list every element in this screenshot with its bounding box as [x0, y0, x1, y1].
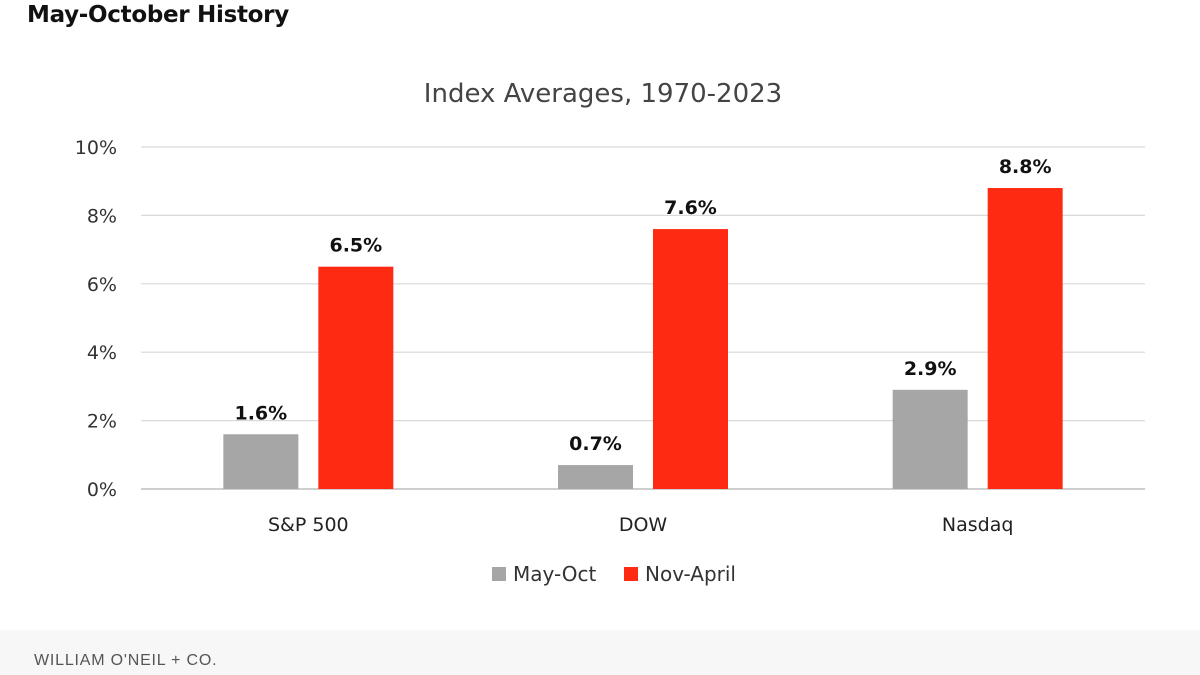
legend-swatch — [492, 567, 506, 581]
page-title: May-October History — [27, 2, 289, 28]
y-axis-ticks: 0% 2% 4% 6% 8% 10% — [75, 137, 117, 501]
bar — [653, 229, 728, 489]
bar-chart: Index Averages, 1970-2023 0% 2% 4% 6% 8% 10% … — [75, 79, 1145, 586]
bar — [892, 389, 968, 489]
x-axis-categories: S&P 500 DOW Nasdaq — [268, 514, 1013, 536]
bars — [223, 188, 1063, 490]
chart-svg: Index Averages, 1970-2023 0%2%4%6%8%10% … — [75, 79, 1145, 586]
data-label: 0.7% — [569, 433, 622, 455]
legend-swatch — [624, 567, 638, 581]
data-label: 7.6% — [664, 197, 717, 219]
y-tick-label: 8% — [87, 205, 117, 227]
legend: May-Oct Nov-April — [492, 562, 736, 586]
category-label: Nasdaq — [942, 514, 1014, 536]
data-labels: 1.6% 6.5% 0.7% 7.6% 2.9% 8.8% — [234, 156, 1051, 455]
data-label: 1.6% — [234, 402, 287, 424]
category-label: DOW — [619, 514, 668, 536]
y-tick-label: 0% — [87, 479, 117, 501]
legend-label: May-Oct — [513, 562, 597, 586]
y-tick-label: 2% — [87, 411, 117, 433]
y-tick-label: 10% — [75, 137, 117, 159]
bar — [318, 266, 394, 489]
bar — [223, 434, 299, 489]
category-label: S&P 500 — [268, 514, 349, 536]
data-label: 6.5% — [329, 235, 382, 257]
footer-brand: WILLIAM O'NEIL + CO. — [34, 652, 218, 669]
y-tick-label: 4% — [87, 342, 117, 364]
data-label: 2.9% — [904, 358, 957, 380]
bar — [987, 188, 1063, 490]
data-label: 8.8% — [999, 156, 1052, 178]
legend-label: Nov-April — [645, 562, 736, 586]
gridlines — [141, 146, 1145, 490]
bar — [558, 465, 633, 489]
chart-title: Index Averages, 1970-2023 — [424, 79, 782, 109]
footer: WILLIAM O'NEIL + CO. — [0, 630, 1200, 675]
y-tick-label: 6% — [87, 274, 117, 296]
